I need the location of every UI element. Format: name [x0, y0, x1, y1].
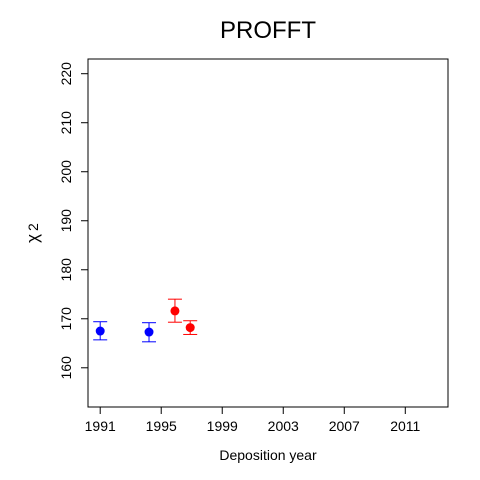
data-point — [170, 306, 180, 316]
x-tick-label: 2007 — [329, 418, 360, 434]
x-tick-label: 1991 — [85, 418, 116, 434]
data-point — [95, 326, 105, 336]
x-tick-label: 1999 — [207, 418, 238, 434]
x-axis-label: Deposition year — [219, 447, 317, 463]
x-axis: 1991 1995 1999 2003 2007 2011 — [85, 406, 421, 434]
y-axis-label-base: χ — [23, 234, 42, 243]
y-tick-label: 220 — [58, 62, 74, 86]
y-tick-label: 210 — [58, 111, 74, 135]
plot-area: 1991 1995 1999 2003 2007 2011 160 170 180 190 200… — [58, 58, 449, 434]
y-tick-label: 200 — [58, 160, 74, 184]
data-point — [144, 327, 154, 337]
x-tick-label: 2011 — [390, 418, 420, 434]
y-axis-label: χ2 — [23, 223, 42, 243]
chart-title: PROFFT — [220, 17, 316, 44]
y-tick-label: 170 — [58, 307, 74, 331]
data-point — [185, 323, 195, 333]
plot-frame — [87, 58, 449, 408]
y-axis: 160 170 180 190 200 210 220 — [58, 62, 89, 380]
y-axis-label-sup: 2 — [25, 223, 41, 231]
y-tick-label: 160 — [58, 356, 74, 380]
x-tick-label: 2003 — [268, 418, 299, 434]
data-marks — [93, 298, 198, 343]
y-tick-label: 190 — [58, 209, 74, 233]
y-tick-label: 180 — [58, 258, 74, 282]
x-tick-label: 1995 — [146, 418, 177, 434]
